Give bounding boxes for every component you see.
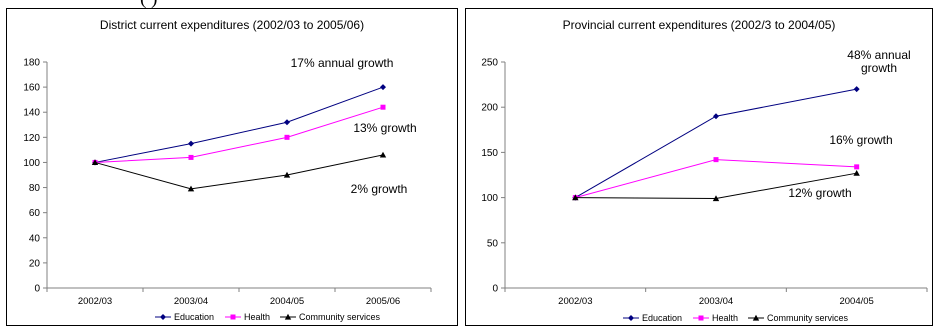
provincial-x-category-label: 2003/04	[699, 296, 733, 307]
provincial-x-category-label: 2002/03	[558, 296, 592, 307]
district-y-tick-label: 40	[29, 233, 41, 244]
provincial-annotation: 48% annual	[847, 48, 910, 62]
provincial-legend-label: Community services	[767, 313, 849, 323]
provincial-legend-label: Education	[642, 313, 682, 323]
provincial-y-tick-label: 50	[487, 238, 499, 249]
provincial-data-point	[572, 194, 579, 201]
provincial-y-tick-label: 200	[481, 103, 498, 114]
provincial-data-point	[853, 169, 860, 176]
provincial-legend: Education Health Community services	[623, 313, 849, 323]
district-data-point	[187, 185, 195, 192]
district-y-tick-label: 100	[23, 158, 40, 169]
district-y-tick-label: 20	[29, 258, 41, 269]
district-chart-title: District current expenditures (2002/03 t…	[100, 18, 364, 32]
provincial-chart-panel: Provincial current expenditures (2002/3 …	[465, 8, 933, 326]
district-legend-marker	[160, 314, 166, 320]
district-data-point	[284, 134, 290, 140]
provincial-legend-marker	[628, 315, 634, 321]
district-data-point	[91, 159, 99, 166]
provincial-y-tick-label: 0	[492, 284, 498, 295]
district-series-line-1	[94, 106, 384, 163]
district-legend-label: Health	[244, 312, 270, 322]
district-x-category-label: 2005/06	[366, 296, 400, 307]
district-y-tick-label: 0	[34, 284, 40, 295]
provincial-legend-label: Health	[712, 313, 738, 323]
district-x-category-label: 2002/03	[78, 296, 112, 307]
provincial-annotation: 16% growth	[829, 133, 892, 147]
district-data-point	[380, 84, 386, 91]
provincial-series-line-0	[575, 88, 857, 199]
provincial-data-point	[713, 113, 719, 120]
district-data-point	[380, 104, 386, 110]
district-annotation: 13% growth	[353, 121, 416, 135]
district-data-point	[283, 171, 291, 178]
district-legend: Education Health Community services	[155, 312, 381, 322]
district-y-tick-label: 160	[23, 83, 40, 94]
district-y-tick-label: 80	[29, 183, 41, 194]
provincial-legend-marker	[698, 315, 704, 321]
provincial-data-point	[712, 195, 720, 202]
district-annotation: 2% growth	[351, 182, 408, 196]
provincial-x-category-label: 2004/05	[839, 296, 873, 307]
district-legend-label: Community services	[299, 312, 381, 322]
provincial-data-point	[854, 164, 860, 170]
header-fragment: ( )	[0, 0, 936, 8]
provincial-data-point	[713, 157, 719, 163]
district-y-tick-label: 140	[23, 108, 40, 119]
provincial-y-tick-label: 100	[481, 193, 498, 204]
district-data-point	[188, 140, 194, 147]
district-annotation: 17% annual growth	[291, 56, 394, 70]
district-data-point	[188, 154, 194, 160]
provincial-y-tick-label: 150	[481, 148, 498, 159]
provincial-y-tick-label: 250	[481, 58, 498, 69]
district-y-tick-label: 120	[23, 133, 40, 144]
provincial-data-point	[853, 86, 860, 93]
district-chart-svg: District current expenditures (2002/03 t…	[23, 18, 432, 322]
district-series-line-2	[94, 154, 384, 190]
provincial-chart-title: Provincial current expenditures (2002/3 …	[563, 18, 836, 32]
district-legend-label: Education	[174, 312, 214, 322]
district-data-point	[379, 151, 387, 158]
provincial-chart-svg: Provincial current expenditures (2002/3 …	[481, 18, 928, 323]
provincial-annotation: 12% growth	[788, 186, 851, 200]
district-legend-marker	[284, 313, 292, 320]
provincial-legend-marker	[752, 314, 760, 321]
provincial-annotation: growth	[861, 61, 897, 75]
district-legend-marker	[230, 314, 236, 320]
district-y-tick-label: 60	[29, 208, 41, 219]
district-data-point	[284, 119, 290, 126]
header-fragment-text: ( )	[140, 0, 157, 8]
district-y-tick-label: 180	[23, 58, 40, 69]
district-series-line-0	[94, 86, 384, 163]
district-x-category-label: 2003/04	[174, 296, 208, 307]
district-chart-panel: District current expenditures (2002/03 t…	[6, 8, 458, 326]
district-x-category-label: 2004/05	[270, 296, 304, 307]
